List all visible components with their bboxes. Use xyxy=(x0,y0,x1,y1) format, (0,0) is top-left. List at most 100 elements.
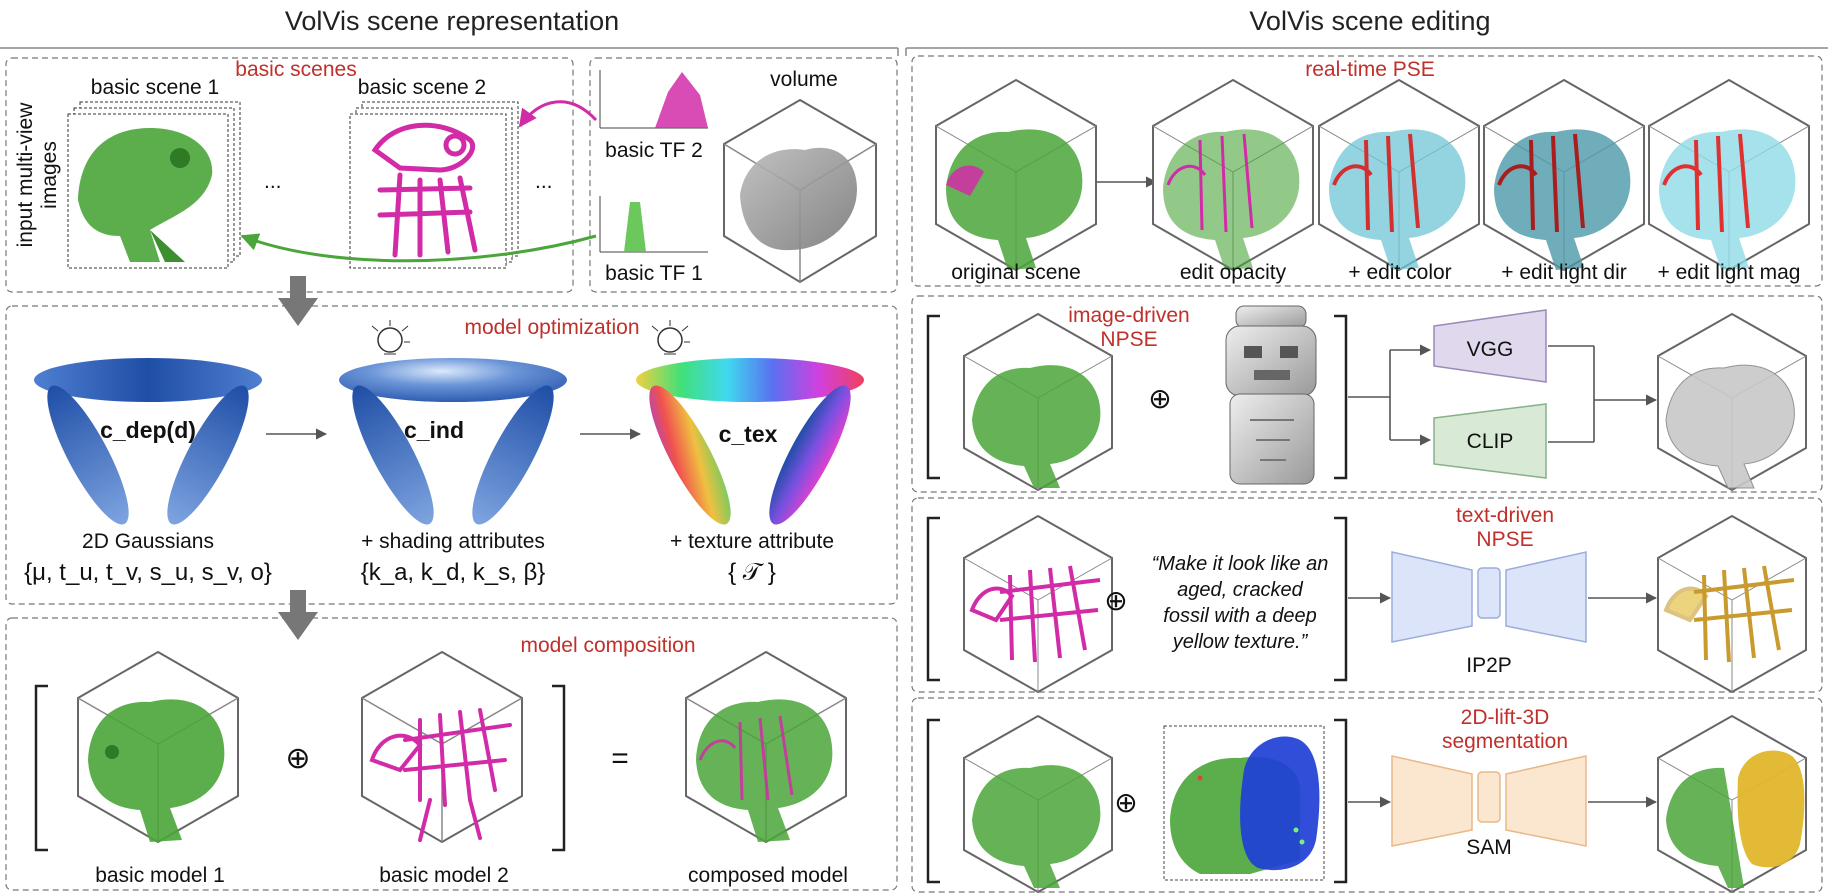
pse-step-1: edit opacity xyxy=(1180,261,1287,284)
basic-model-1-label: basic model 1 xyxy=(95,864,225,887)
comp-bracket-right xyxy=(552,684,566,852)
real-time-pse-title: real-time PSE xyxy=(1305,58,1435,81)
pse-cube-light-dir xyxy=(1483,78,1645,272)
basic-model-2-label: basic model 2 xyxy=(379,864,509,887)
seg-bracket-left xyxy=(926,718,940,884)
composed-model-label: composed model xyxy=(688,864,848,887)
pse-cube-light-mag xyxy=(1648,78,1810,272)
prompt-line-3: fossil with a deep xyxy=(1163,605,1316,627)
basic-scenes-title: basic scenes xyxy=(235,58,356,81)
model-composition-panel xyxy=(5,617,898,891)
model-optimization-panel xyxy=(5,305,898,605)
basic-scene-1-images xyxy=(67,101,241,269)
left-section-title: VolVis scene representation xyxy=(285,6,619,36)
image-npse-title-1: image-driven xyxy=(1068,304,1189,327)
down-arrow-2 xyxy=(278,590,318,640)
txt-bracket-right xyxy=(1334,516,1348,682)
gaussians-group-2 xyxy=(339,358,567,525)
pse-cube-opacity xyxy=(1152,78,1314,272)
pse-step-0: original scene xyxy=(951,261,1081,284)
shading-caption: + shading attributes xyxy=(361,530,545,553)
clip-block xyxy=(1433,403,1547,479)
tf1-label: basic TF 1 xyxy=(605,262,703,285)
text-npse-title-2: NPSE xyxy=(1476,528,1533,551)
gaussians-group-3 xyxy=(636,358,864,525)
gaussians-params: {μ, t_u, t_v, s_u, s_v, o} xyxy=(24,559,272,586)
pse-step-3: + edit light dir xyxy=(1501,261,1627,284)
tf2-label: basic TF 2 xyxy=(605,139,703,162)
statue-image xyxy=(1225,305,1317,485)
img-input-cube xyxy=(963,312,1113,492)
model-optimization-title: model optimization xyxy=(464,316,639,339)
right-section-title: VolVis scene editing xyxy=(1249,6,1490,36)
ip2p-block xyxy=(1391,551,1587,643)
pse-cube-original xyxy=(935,78,1097,272)
basic-model-1-cube xyxy=(77,650,239,844)
composed-model-cube xyxy=(685,650,847,844)
input-label-line2: images xyxy=(38,141,61,209)
basic-scene-1-label: basic scene 1 xyxy=(91,76,219,99)
volume-cube xyxy=(723,98,877,284)
input-label-line1: input multi-view xyxy=(14,102,37,248)
texture-caption: + texture attribute xyxy=(670,530,834,553)
seg-oplus: ⊕ xyxy=(1114,787,1137,818)
basic-scene-2-label: basic scene 2 xyxy=(358,76,486,99)
tf1-plot xyxy=(599,196,708,253)
sam-block xyxy=(1391,755,1587,847)
vgg-block xyxy=(1433,309,1547,383)
texture-params: { 𝒯 } xyxy=(728,559,776,586)
ip2p-label: IP2P xyxy=(1466,654,1512,677)
pse-step-2: + edit color xyxy=(1348,261,1451,284)
shading-params: {k_a, k_d, k_s, β} xyxy=(361,559,546,586)
light-bulb-icon xyxy=(371,320,410,355)
c-ind-label: c_ind xyxy=(404,417,464,443)
tf2-plot xyxy=(599,70,708,129)
prompt-line-1: “Make it look like an xyxy=(1152,553,1329,575)
img-bracket-left xyxy=(926,314,940,480)
comp-equals: = xyxy=(611,742,629,775)
clip-label: CLIP xyxy=(1467,430,1514,453)
basic-scene-2-images xyxy=(349,101,519,269)
c-tex-label: c_tex xyxy=(719,421,778,447)
light-bulb-icon-2 xyxy=(651,320,690,355)
seg-mask-image xyxy=(1163,725,1325,881)
down-arrow-1 xyxy=(278,276,318,326)
img-output-cube xyxy=(1657,312,1807,492)
pse-cube-color xyxy=(1318,78,1480,272)
model-composition-title: model composition xyxy=(520,634,695,657)
comp-bracket-left xyxy=(34,684,48,852)
tf2-to-scene2-arrow xyxy=(518,100,598,128)
vgg-label: VGG xyxy=(1467,338,1514,361)
txt-bracket-left xyxy=(926,516,940,682)
c-dep-label: c_dep(d) xyxy=(100,417,196,443)
seg-bracket-right xyxy=(1334,718,1348,884)
basic-model-2-cube xyxy=(361,650,523,844)
scene-2-ellipsis: ... xyxy=(535,170,553,193)
txt-input-cube xyxy=(963,514,1113,694)
basic-scenes-panel xyxy=(5,57,574,293)
seg-title-2: segmentation xyxy=(1442,730,1568,753)
image-npse-title-2: NPSE xyxy=(1100,328,1157,351)
sam-label: SAM xyxy=(1466,836,1512,859)
seg-title-1: 2D-lift-3D xyxy=(1461,706,1550,729)
prompt-line-2: aged, cracked xyxy=(1177,579,1304,601)
txt-output-cube xyxy=(1657,514,1807,694)
tf-volume-panel xyxy=(589,57,898,293)
seg-output-cube xyxy=(1657,714,1807,894)
img-connectors xyxy=(1348,344,1658,446)
volume-label: volume xyxy=(770,68,838,91)
txt-oplus: ⊕ xyxy=(1104,585,1127,616)
input-label-group: input multi-view images xyxy=(14,102,61,248)
prompt-line-4: yellow texture.” xyxy=(1171,631,1309,653)
text-prompt: “Make it look like an aged, cracked foss… xyxy=(1152,553,1329,653)
seg-input-cube xyxy=(963,714,1113,894)
scene-1-ellipsis: ... xyxy=(264,170,282,193)
text-npse-title-1: text-driven xyxy=(1456,504,1554,527)
comp-oplus: ⊕ xyxy=(285,742,310,775)
img-bracket-right xyxy=(1334,314,1348,480)
magenta-skeleton-image xyxy=(371,122,478,258)
real-time-pse-panel xyxy=(911,55,1823,287)
tf1-to-scene1-arrow xyxy=(240,233,597,263)
gaussians-group-1 xyxy=(34,358,262,525)
